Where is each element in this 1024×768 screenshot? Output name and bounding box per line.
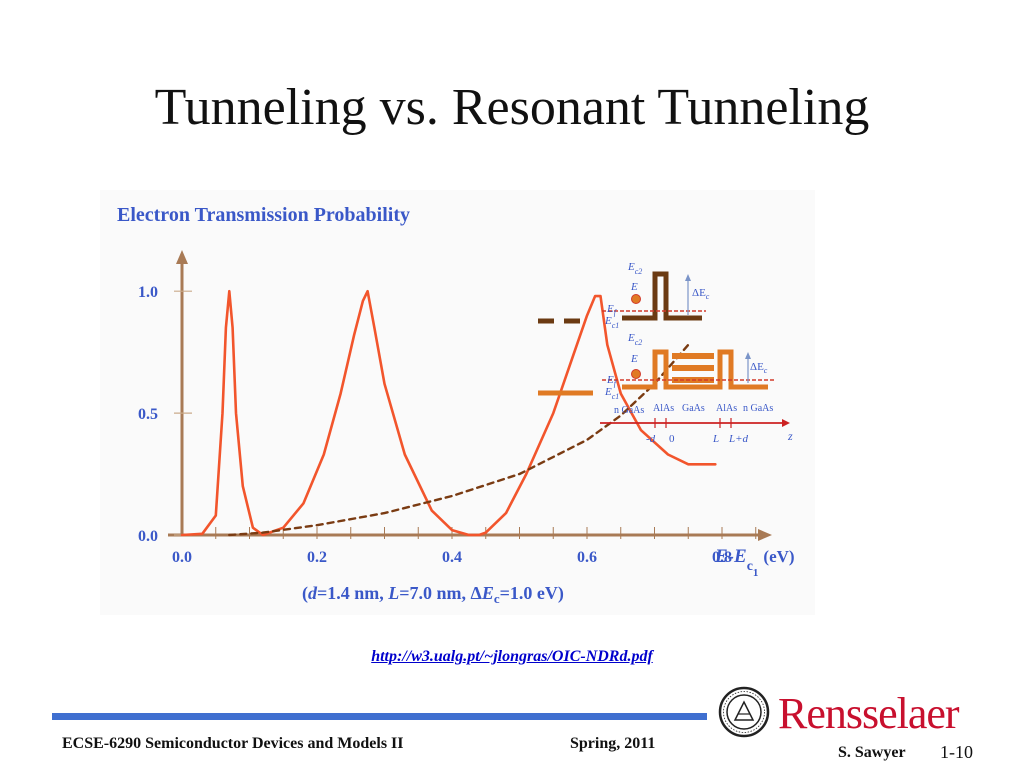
page-number: 1-10 (940, 742, 973, 762)
svg-text:Ec2: Ec2 (627, 332, 642, 347)
svg-text:Ef: Ef (606, 374, 618, 388)
svg-text:Ec2: Ec2 (627, 261, 642, 276)
svg-text:ΔEc: ΔEc (692, 287, 710, 301)
z-axis: -d 0 L L+d z (600, 418, 793, 445)
y-tick-label: 0.5 (138, 406, 158, 423)
svg-text:0: 0 (669, 433, 675, 445)
y-axis (176, 250, 188, 535)
svg-text:E: E (630, 353, 638, 365)
svg-text:L+d: L+d (728, 433, 749, 445)
x-tick-label: 0.8 (712, 549, 732, 566)
single-barrier-diagram: Ec2 E Ef Ec1 ΔEc (602, 261, 710, 330)
logo-wordmark: Rensselaer (778, 689, 960, 738)
source-link[interactable]: http://w3.ualg.pt/~jlongras/OIC-NDRd.pdf (371, 648, 653, 665)
x-tick-label: 0.0 (172, 549, 192, 566)
chart-canvas: Electron Transmission Probability 0.0 0.5… (117, 204, 795, 606)
double-barrier-diagram: Ec2 E Ef Ec1 ΔEc (602, 332, 776, 401)
x-tick-label: 0.4 (442, 549, 462, 566)
series-line-double-barrier (180, 289, 717, 537)
series-line-single-barrier (228, 343, 690, 537)
svg-text:AlAs: AlAs (653, 403, 674, 414)
svg-text:z: z (787, 429, 793, 443)
svg-text:L: L (712, 433, 719, 445)
svg-text:ΔEc: ΔEc (750, 361, 768, 375)
footer-term: Spring, 2011 (570, 735, 656, 752)
svg-text:-d: -d (646, 433, 656, 445)
svg-text:n GaAs: n GaAs (614, 405, 644, 416)
footer-course: ECSE-6290 Semiconductor Devices and Mode… (62, 735, 404, 752)
x-tick-label: 0.2 (307, 549, 327, 566)
material-labels: n GaAs AlAs GaAs AlAs n GaAs (614, 403, 773, 416)
parameter-caption: (d=1.4 nm, L=7.0 nm, ΔEc=1.0 eV) (302, 583, 564, 606)
seal-icon (718, 686, 770, 738)
x-axis-label: E-Ec1(eV) (714, 546, 795, 579)
svg-text:n GaAs: n GaAs (743, 403, 773, 414)
footer-bar (52, 713, 707, 720)
footer-author: S. Sawyer (838, 744, 906, 761)
transmission-chart: Electron Transmission Probability 0.0 0.5… (100, 190, 815, 615)
svg-text:GaAs: GaAs (682, 403, 705, 414)
rensselaer-logo: Rensselaer (718, 686, 1018, 740)
y-tick-label: 0.0 (138, 528, 158, 545)
svg-text:Ef: Ef (606, 303, 618, 317)
svg-text:AlAs: AlAs (716, 403, 737, 414)
svg-text:Ec1: Ec1 (604, 386, 619, 401)
band-diagram-inset: Ec2 E Ef Ec1 ΔEc Ec2 E Ef Ec1 ΔEc (600, 261, 793, 445)
svg-text:Ec1: Ec1 (604, 315, 619, 330)
x-tick-label: 0.6 (577, 549, 597, 566)
y-tick-label: 1.0 (138, 284, 158, 301)
chart-title: Electron Transmission Probability (117, 204, 410, 226)
slide-title: Tunneling vs. Resonant Tunneling (154, 79, 870, 136)
svg-text:E: E (630, 281, 638, 293)
